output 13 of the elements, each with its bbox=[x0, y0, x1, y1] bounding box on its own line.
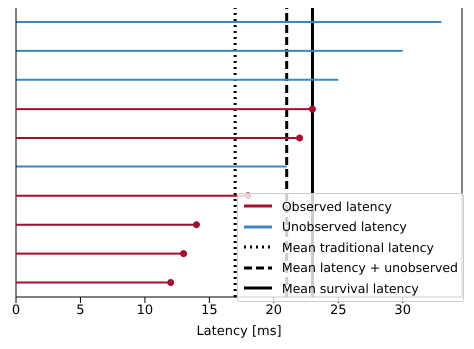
x-tick-label: 5 bbox=[76, 303, 85, 318]
legend-label: Unobserved latency bbox=[282, 219, 407, 234]
x-axis-title: Latency [ms] bbox=[196, 324, 282, 339]
x-tick-label: 15 bbox=[201, 303, 218, 318]
ref-line-label: Mean traditional latency bbox=[282, 240, 434, 255]
legend-label: Observed latency bbox=[282, 198, 392, 214]
ref-line-label: Mean survival latency bbox=[282, 280, 419, 296]
x-tick-label: 25 bbox=[330, 303, 347, 318]
ref-line-label: Mean latency + unobserved bbox=[282, 260, 458, 276]
x-tick-label: 0 bbox=[12, 303, 20, 318]
x-tick-label: 30 bbox=[394, 303, 411, 318]
x-tick-label: 10 bbox=[136, 303, 154, 318]
x-tick-label: 20 bbox=[266, 303, 282, 318]
